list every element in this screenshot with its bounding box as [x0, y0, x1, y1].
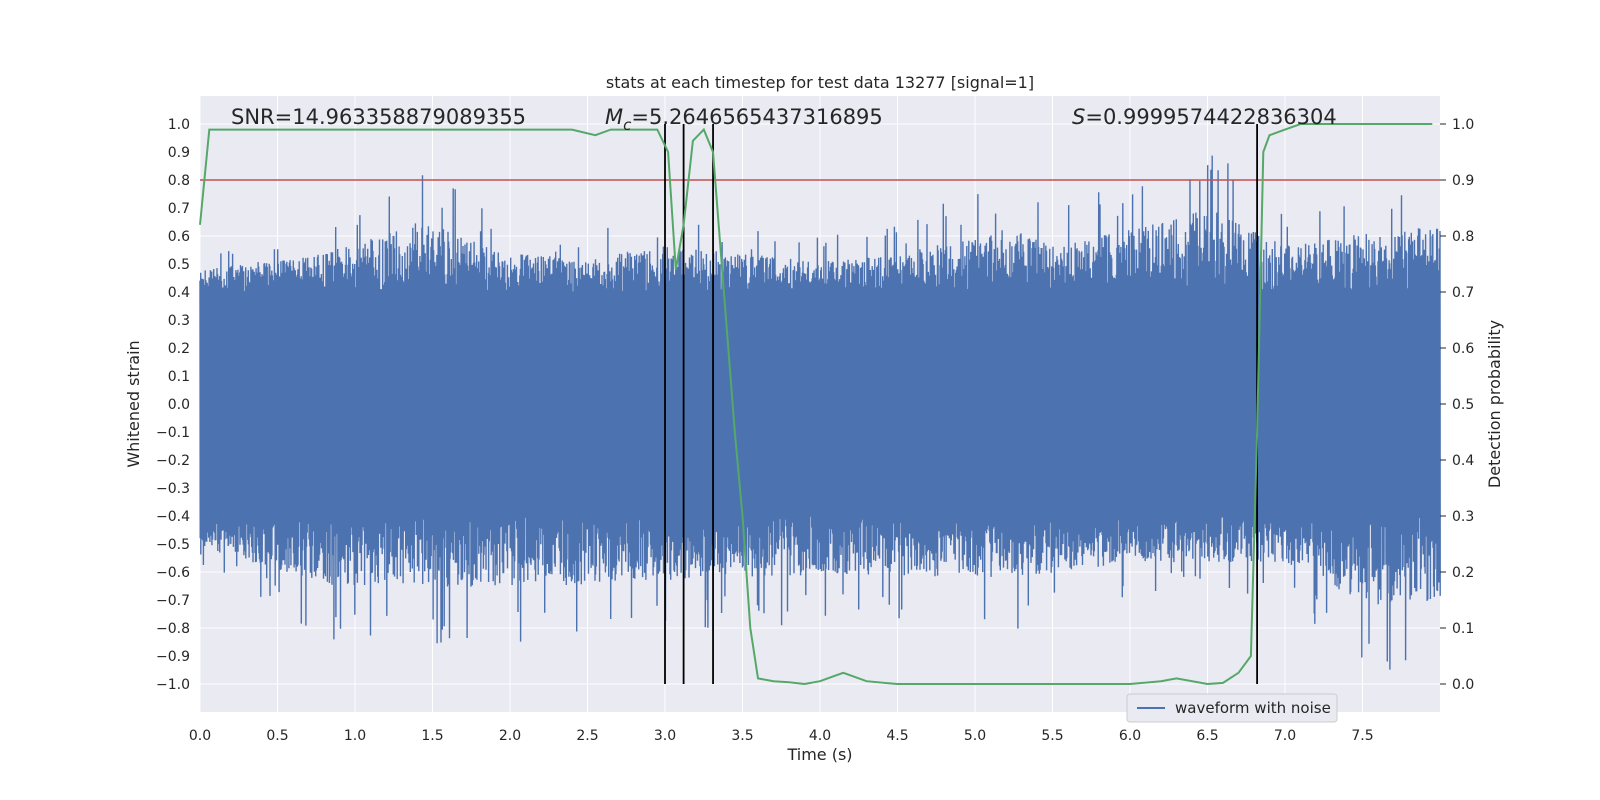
mc-value: =5.2646565437316895 [631, 105, 882, 129]
x-tick-1: 0.5 [266, 728, 288, 744]
y2-tick-7: 0.7 [1452, 285, 1474, 301]
y-tick-19: 0.9 [168, 145, 190, 161]
y-tick-16: 0.6 [168, 229, 190, 245]
x-tick-0: 0.0 [189, 728, 211, 744]
y-tick-4: −0.6 [156, 565, 190, 581]
legend-entry-waveform: waveform with noise [1175, 699, 1331, 717]
y2-tick-1: 0.1 [1452, 621, 1474, 637]
y2-tick-3: 0.3 [1452, 509, 1474, 525]
y2-tick-10: 1.0 [1452, 117, 1474, 133]
y2-axis-ticks: 0.0 0.1 0.2 0.3 0.4 0.5 0.6 0.7 0.8 0.9 1.0 [1440, 117, 1474, 693]
y2-axis-label: Detection probability [1485, 320, 1504, 488]
y-tick-13: 0.3 [168, 313, 190, 329]
waveform-trace [199, 155, 1441, 670]
chart-title: stats at each timestep for test data 132… [606, 73, 1034, 92]
x-tick-8: 4.0 [809, 728, 831, 744]
x-tick-3: 1.5 [421, 728, 443, 744]
y-tick-3: −0.7 [156, 593, 190, 609]
x-tick-13: 6.5 [1196, 728, 1218, 744]
y-tick-2: −0.8 [156, 621, 190, 637]
y-tick-15: 0.5 [168, 257, 190, 273]
x-tick-14: 7.0 [1274, 728, 1296, 744]
y-tick-17: 0.7 [168, 201, 190, 217]
y-tick-11: 0.1 [168, 369, 190, 385]
y-tick-20: 1.0 [168, 117, 190, 133]
y-tick-7: −0.3 [156, 481, 190, 497]
y-axis-label: Whitened strain [124, 340, 143, 467]
x-tick-6: 3.0 [654, 728, 676, 744]
y2-tick-8: 0.8 [1452, 229, 1474, 245]
mc-subscript: c [623, 116, 632, 134]
y2-tick-6: 0.6 [1452, 341, 1474, 357]
x-tick-15: 7.5 [1351, 728, 1373, 744]
x-tick-4: 2.0 [499, 728, 521, 744]
x-axis-ticks: 0.0 0.5 1.0 1.5 2.0 2.5 3.0 3.5 4.0 4.5 5.0 5.5 6.0 6… [189, 728, 1374, 744]
s-symbol: S [1072, 105, 1085, 129]
x-tick-5: 2.5 [576, 728, 598, 744]
mc-annotation: Mc=5.2646565437316895 [605, 105, 883, 134]
x-tick-9: 4.5 [886, 728, 908, 744]
x-tick-2: 1.0 [344, 728, 366, 744]
y-tick-18: 0.8 [168, 173, 190, 189]
x-tick-11: 5.5 [1041, 728, 1063, 744]
y2-tick-4: 0.4 [1452, 453, 1474, 469]
y2-tick-2: 0.2 [1452, 565, 1474, 581]
y-tick-6: −0.4 [156, 509, 190, 525]
y-tick-12: 0.2 [168, 341, 190, 357]
x-tick-10: 5.0 [964, 728, 986, 744]
y-tick-14: 0.4 [168, 285, 190, 301]
y-tick-1: −0.9 [156, 649, 190, 665]
waveform-series [199, 155, 1441, 670]
s-value: =0.9999574422836304 [1085, 105, 1336, 129]
mc-symbol: M [605, 105, 623, 129]
x-tick-7: 3.5 [731, 728, 753, 744]
y-tick-9: −0.1 [156, 425, 190, 441]
snr-annotation: SNR=14.963358879089355 [231, 105, 526, 129]
y-axis-ticks: −1.0 −0.9 −0.8 −0.7 −0.6 −0.5 −0.4 −0.3 −0.2 −0.1… [156, 117, 190, 693]
detection-probability-series [199, 123, 1433, 686]
y2-tick-0: 0.0 [1452, 677, 1474, 693]
legend: waveform with noise [1126, 693, 1338, 723]
y-tick-0: −1.0 [156, 677, 190, 693]
y2-tick-5: 0.5 [1452, 397, 1474, 413]
y2-tick-9: 0.9 [1452, 173, 1474, 189]
x-axis-label: Time (s) [786, 745, 852, 764]
x-tick-12: 6.0 [1119, 728, 1141, 744]
y-tick-8: −0.2 [156, 453, 190, 469]
y-tick-5: −0.5 [156, 537, 190, 553]
s-annotation: S=0.9999574422836304 [1072, 105, 1337, 129]
legend-box [1126, 693, 1338, 723]
y-tick-10: 0.0 [168, 397, 190, 413]
